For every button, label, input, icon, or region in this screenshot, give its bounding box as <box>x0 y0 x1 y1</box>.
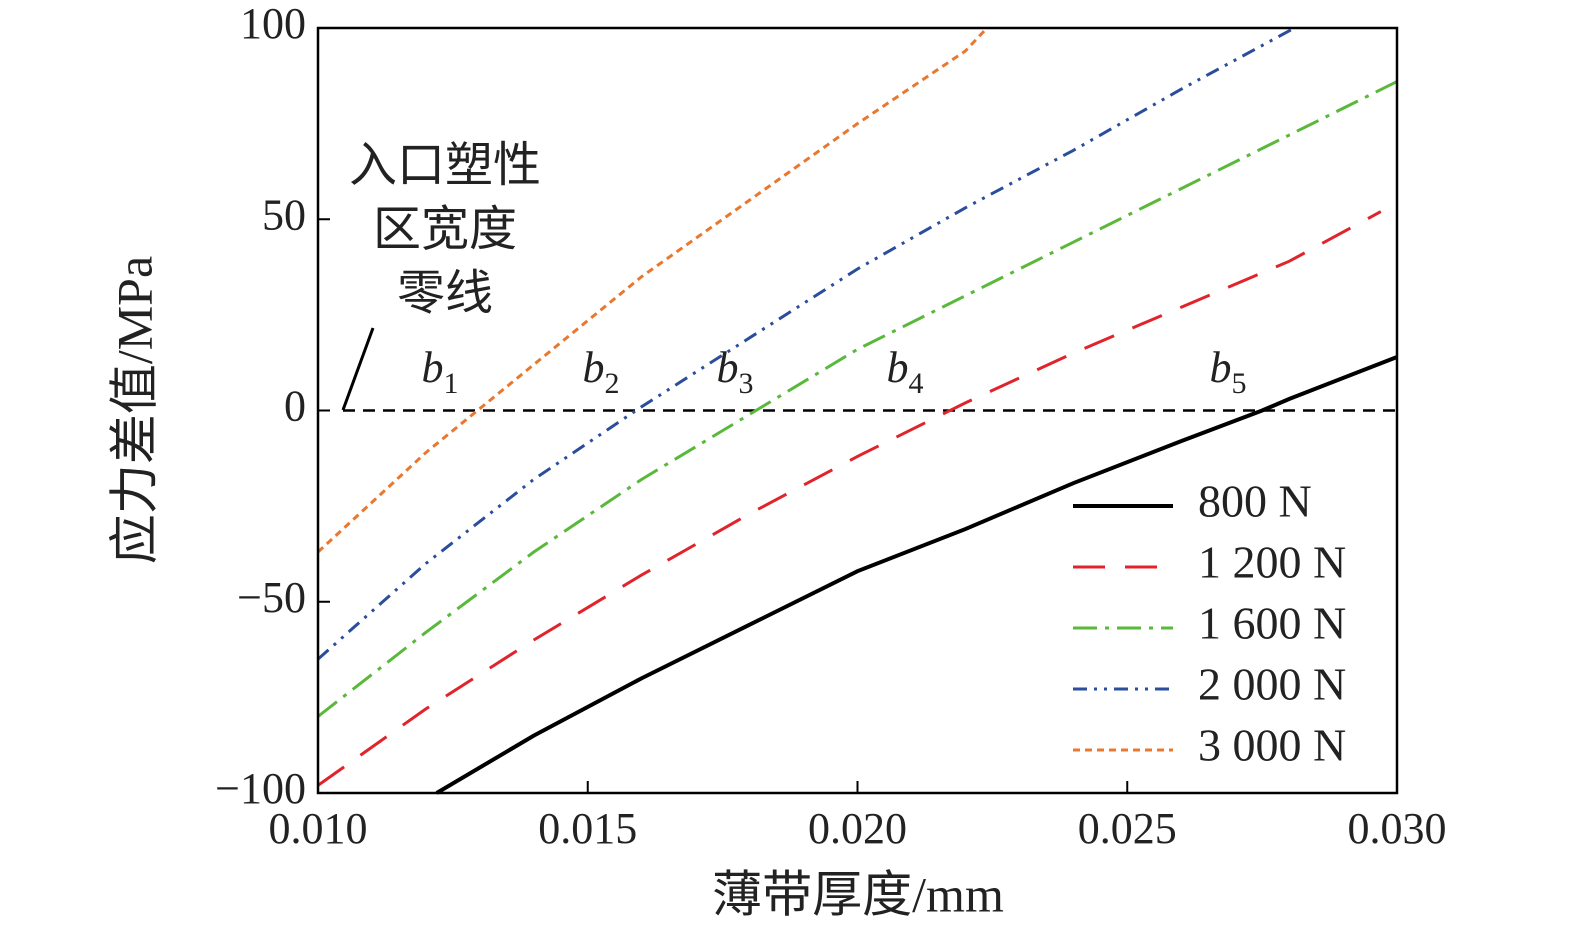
x-tick-label: 0.015 <box>538 804 637 853</box>
point-label-base: b <box>717 343 739 392</box>
x-tick-label: 0.020 <box>808 804 907 853</box>
annotation-text: 入口塑性 <box>349 139 541 192</box>
y-tick-label: 100 <box>240 0 306 48</box>
y-tick-label: −100 <box>215 764 306 813</box>
series-line <box>316 26 989 554</box>
point-label: b2 <box>583 343 620 400</box>
point-label-base: b <box>422 343 444 392</box>
x-tick-label: 0.025 <box>1078 804 1177 853</box>
x-axis-label: 薄带厚度/mm <box>712 866 1004 922</box>
point-label: b1 <box>422 343 459 400</box>
annotation-pointer <box>341 327 375 411</box>
plot-frame <box>316 26 1399 795</box>
point-label: b5 <box>1210 343 1247 400</box>
annotation-text: 区宽度 <box>373 203 517 256</box>
annotation-text: 零线 <box>397 267 493 320</box>
x-tick-label: 0.030 <box>1348 804 1447 853</box>
x-tick-label: 0.010 <box>269 804 368 853</box>
y-tick-label: −50 <box>237 573 306 622</box>
legend-label: 2 000 N <box>1198 659 1346 710</box>
series-line <box>317 26 1296 661</box>
y-tick-label: 0 <box>284 382 306 431</box>
y-axis-label: 应力差值/MPa <box>106 256 162 564</box>
series-line <box>317 80 1398 718</box>
y-tick-label: 50 <box>262 190 306 239</box>
legend-label: 1 600 N <box>1198 598 1346 649</box>
legend-label: 800 N <box>1198 476 1312 527</box>
legend-label: 3 000 N <box>1198 720 1346 771</box>
point-label-base: b <box>1210 343 1232 392</box>
point-label: b4 <box>887 343 924 400</box>
point-label-sub: 2 <box>605 367 620 400</box>
point-label-sub: 1 <box>444 367 459 400</box>
series-line <box>435 355 1398 795</box>
point-label-base: b <box>583 343 605 392</box>
point-label-sub: 5 <box>1232 367 1247 400</box>
series-line <box>317 210 1382 787</box>
point-label-base: b <box>887 343 909 392</box>
point-label-sub: 4 <box>909 367 924 400</box>
point-label: b3 <box>717 343 754 400</box>
point-label-sub: 3 <box>739 367 754 400</box>
legend-label: 1 200 N <box>1198 537 1346 588</box>
